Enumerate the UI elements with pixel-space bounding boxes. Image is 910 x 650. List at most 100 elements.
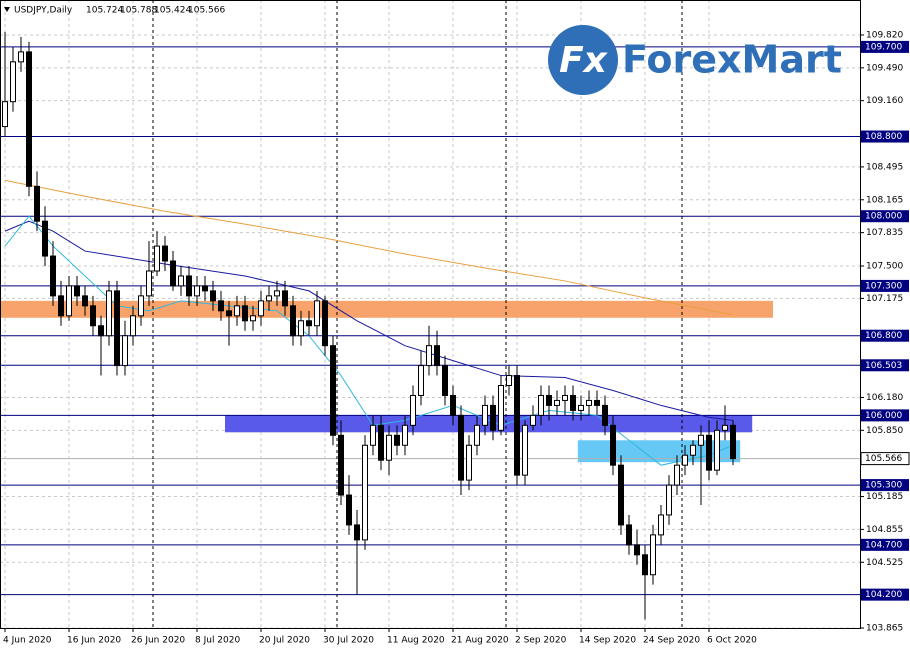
candle-body <box>82 295 88 307</box>
candle-body <box>306 320 312 327</box>
candle-body <box>602 404 608 426</box>
y-tick-label: 109.490 <box>866 63 903 73</box>
candle-body <box>50 255 56 297</box>
candle-body <box>546 394 552 406</box>
candle-body <box>90 305 96 327</box>
level-label-box <box>861 479 909 492</box>
y-tick-label: 107.835 <box>866 228 903 238</box>
candle-body <box>138 295 144 317</box>
candle-body <box>186 275 192 297</box>
level-label: 104.200 <box>865 590 902 600</box>
candle-body <box>194 285 200 297</box>
candle-body <box>626 524 632 546</box>
candle-body <box>146 270 152 297</box>
header: USDJPY,Daily 105.724 105.788 105.424 105… <box>4 6 225 16</box>
candle-body <box>730 424 736 460</box>
x-tick-label: 26 Jun 2020 <box>131 636 185 646</box>
level-label: 106.000 <box>865 411 902 421</box>
candle-body <box>370 424 376 446</box>
level-label-box <box>861 588 909 601</box>
candle-body <box>394 434 400 446</box>
levels <box>0 46 860 596</box>
candle-body <box>66 285 72 317</box>
candle-body <box>490 404 496 431</box>
candle-body <box>218 300 224 312</box>
quote: 105.566 <box>188 6 225 16</box>
candle-body <box>682 454 688 466</box>
candle-body <box>650 534 656 576</box>
candle-body <box>642 554 648 576</box>
candle-body <box>42 220 48 257</box>
candle-body <box>250 315 256 322</box>
candle-body <box>410 394 416 426</box>
candle-body <box>346 494 352 526</box>
candle-body <box>666 484 672 516</box>
candle-body <box>298 320 304 337</box>
y-tick-label: 107.500 <box>866 261 903 271</box>
separators <box>152 0 683 628</box>
candle-body <box>130 315 136 337</box>
candle-body <box>162 245 168 262</box>
level-label-box <box>861 409 909 422</box>
quote: 105.424 <box>154 6 191 16</box>
x-tick-label: 4 Jun 2020 <box>3 636 52 646</box>
moving-average <box>4 215 734 466</box>
y-tick-label: 108.165 <box>866 195 903 205</box>
candle-body <box>506 375 512 387</box>
y-tick-label: 109.160 <box>866 96 903 106</box>
moving-average <box>4 179 734 316</box>
candle-body <box>242 305 248 322</box>
x-tick-label: 21 Aug 2020 <box>451 636 509 646</box>
candle-body <box>2 101 8 128</box>
candle-body <box>98 325 104 337</box>
candle-body <box>122 335 128 367</box>
candle-body <box>402 424 408 446</box>
candle-body <box>450 394 456 416</box>
candle-body <box>482 404 488 426</box>
y-tick-label: 104.525 <box>866 558 903 568</box>
x-tick-label: 14 Sep 2020 <box>579 636 636 646</box>
candle-body <box>554 399 560 406</box>
y-tick-label: 104.855 <box>866 525 903 535</box>
candle-body <box>106 290 112 337</box>
level-label: 106.800 <box>865 331 902 341</box>
x-tick-label: 2 Sep 2020 <box>515 636 567 646</box>
candle-body <box>722 424 728 431</box>
logo-icon: Fx <box>559 40 609 81</box>
candle-body <box>578 404 584 411</box>
symbol: USDJPY,Daily <box>14 6 73 16</box>
candle-body <box>538 394 544 416</box>
x-tick-label: 8 Jul 2020 <box>195 636 240 646</box>
price-label: 105.566 <box>865 454 902 464</box>
candle-body <box>498 385 504 431</box>
y-tick-label: 108.495 <box>866 162 903 172</box>
candle-body <box>634 544 640 556</box>
x-tick-label: 6 Oct 2020 <box>707 636 757 646</box>
y-tick-label: 105.850 <box>866 426 903 436</box>
candle-body <box>418 365 424 396</box>
candle-body <box>314 300 320 327</box>
candle-body <box>234 305 240 317</box>
level-label: 108.800 <box>865 132 902 142</box>
x-tick-label: 11 Aug 2020 <box>387 636 445 646</box>
candle-body <box>114 290 120 367</box>
level-label-box <box>861 130 909 143</box>
candle-body <box>210 290 216 302</box>
zone <box>225 415 753 433</box>
level-label: 108.000 <box>865 212 902 222</box>
candle-body <box>362 444 368 541</box>
candle-body <box>514 375 520 476</box>
y-tick-label: 103.865 <box>866 624 903 634</box>
candle-body <box>698 434 704 446</box>
level-label-box <box>861 538 909 551</box>
candle-body <box>386 434 392 461</box>
candle-body <box>34 185 40 222</box>
y-tick-label: 107.175 <box>866 294 903 304</box>
candle-body <box>570 394 576 411</box>
candle-body <box>426 345 432 367</box>
level-label-box <box>861 359 909 372</box>
candle-body <box>714 429 720 471</box>
